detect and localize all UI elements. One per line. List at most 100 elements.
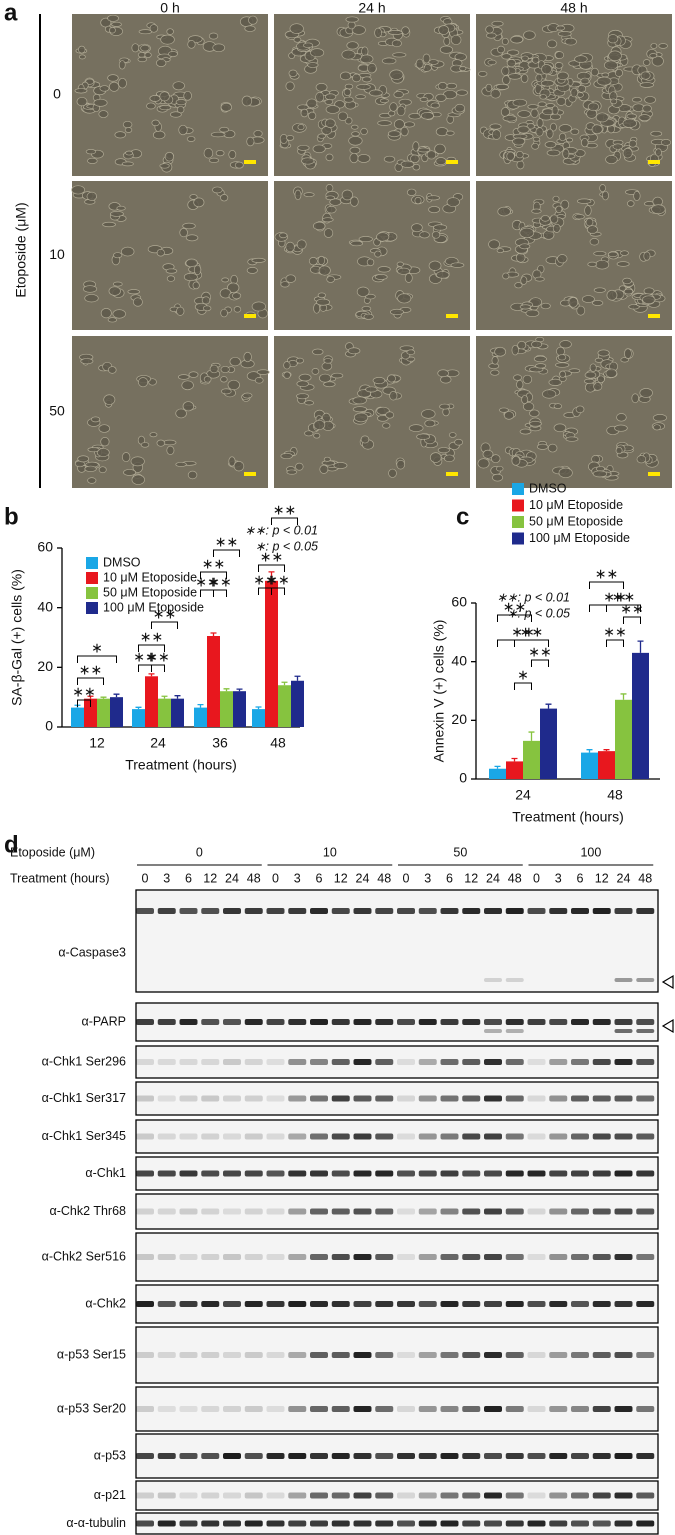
cell (581, 138, 589, 148)
cell (522, 402, 535, 412)
blot-band (375, 1453, 394, 1459)
cell (185, 234, 199, 242)
scale-bar (244, 314, 256, 318)
legend-label: DMSO (529, 481, 567, 495)
cell (241, 95, 253, 107)
blot-band (331, 1095, 350, 1102)
cell (541, 64, 552, 75)
blot-band (614, 1520, 633, 1527)
cell (605, 368, 618, 378)
blot-band (527, 1520, 546, 1527)
blot-band (310, 908, 328, 914)
cell (146, 102, 156, 110)
cell (643, 251, 651, 261)
cell (280, 281, 290, 288)
cell (492, 473, 503, 482)
cell (203, 375, 212, 383)
cell (531, 142, 540, 150)
error-bar (210, 632, 217, 637)
cell (246, 136, 255, 147)
blot-band (310, 1059, 328, 1065)
blot-band (310, 1301, 328, 1307)
cell (437, 369, 449, 378)
blot-band (288, 1095, 307, 1102)
y-tick-label: 60 (451, 594, 467, 610)
cell (658, 43, 668, 49)
bar (194, 707, 207, 727)
blot-band (157, 1170, 176, 1177)
cell (159, 104, 172, 111)
cell (622, 147, 633, 159)
cell (167, 51, 178, 58)
cell (553, 423, 567, 433)
cell (488, 239, 500, 250)
cell (346, 41, 359, 50)
blot-band (223, 1352, 241, 1358)
cell (622, 118, 637, 128)
blot-band (179, 1059, 198, 1065)
cell (181, 380, 194, 391)
legend-swatch (512, 483, 524, 495)
cell (87, 477, 97, 484)
cell (356, 83, 371, 90)
cell (433, 224, 448, 231)
blot-band (331, 1492, 350, 1499)
blot-band (440, 1170, 459, 1177)
cell (251, 257, 266, 263)
cell (108, 366, 117, 374)
significance-bracket (200, 589, 214, 597)
cell (595, 112, 609, 123)
cell (319, 373, 332, 383)
x-tick-label: 48 (607, 787, 623, 803)
bar (233, 691, 246, 727)
time-label: 0 (403, 871, 410, 885)
cell (501, 37, 509, 46)
cell (279, 232, 288, 239)
time-label: 6 (577, 871, 584, 885)
scale-bar (648, 160, 660, 164)
y-tick-label: 40 (451, 652, 467, 668)
significance-stars: ∗∗ (208, 574, 231, 590)
cell (98, 110, 109, 118)
cell (387, 130, 401, 138)
cell (557, 354, 567, 361)
blot-band (397, 1170, 415, 1177)
blot-band (614, 1453, 633, 1459)
blot-band (266, 1208, 285, 1215)
blot-band (636, 1453, 655, 1459)
cell (308, 111, 317, 120)
cell (389, 391, 398, 401)
time-label: 3 (163, 871, 170, 885)
cell (553, 403, 563, 410)
cell (175, 408, 187, 419)
cell (450, 34, 462, 45)
x-tick-label: 48 (270, 735, 286, 751)
scale-bar (244, 472, 256, 476)
blot-band (201, 1208, 220, 1215)
cell (587, 102, 599, 112)
cell (562, 148, 570, 159)
cell (574, 214, 585, 220)
cell (450, 262, 465, 268)
blot-band (505, 1301, 524, 1307)
blot-band (614, 1029, 633, 1033)
cell (166, 275, 176, 282)
cell (535, 127, 544, 137)
row-header: Treatment (hours) (10, 871, 110, 885)
significance-stars: ∗∗ (202, 556, 225, 572)
cell (389, 69, 404, 80)
cell (377, 266, 391, 273)
cell (517, 110, 531, 118)
blot-band (266, 1095, 285, 1102)
time-label: 6 (446, 871, 453, 885)
blot-band (549, 1352, 568, 1358)
blot-band (179, 1301, 198, 1307)
cell (531, 208, 542, 214)
blot-band (397, 1059, 415, 1065)
cell (296, 380, 309, 387)
cell (187, 40, 196, 49)
cell (559, 132, 567, 142)
cell (244, 25, 256, 32)
cell (519, 304, 532, 310)
blot-band (527, 1254, 546, 1260)
